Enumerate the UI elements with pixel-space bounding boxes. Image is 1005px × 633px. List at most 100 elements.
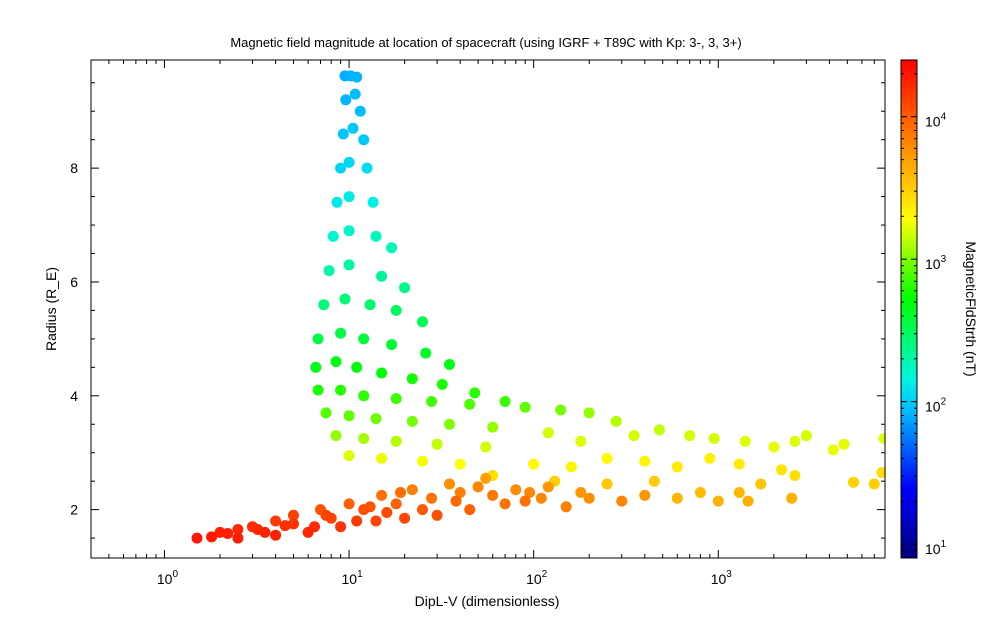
data-point bbox=[639, 489, 651, 501]
data-point bbox=[519, 495, 531, 507]
data-point bbox=[343, 156, 355, 168]
data-point bbox=[386, 242, 398, 254]
data-point bbox=[639, 455, 651, 467]
data-point bbox=[259, 526, 271, 538]
tick-label-exponent: 2 bbox=[542, 569, 548, 580]
data-point bbox=[339, 293, 351, 305]
data-point bbox=[358, 333, 370, 345]
data-point bbox=[868, 478, 880, 490]
x-tick-label: 102 bbox=[526, 569, 548, 587]
data-point bbox=[776, 464, 787, 476]
data-point bbox=[431, 509, 443, 521]
data-point bbox=[575, 487, 587, 498]
data-point bbox=[343, 259, 355, 271]
tick-label-exponent: 3 bbox=[726, 569, 732, 580]
y-axis-ticks: 2 4 6 8 bbox=[70, 82, 885, 539]
data-point bbox=[320, 407, 332, 419]
data-point bbox=[390, 393, 402, 405]
y-tick-label: 4 bbox=[70, 388, 78, 404]
data-point bbox=[583, 492, 595, 504]
data-point bbox=[390, 304, 402, 316]
data-point bbox=[628, 430, 640, 442]
data-point bbox=[789, 470, 801, 481]
tick-label-exponent: 4 bbox=[941, 112, 947, 123]
data-point bbox=[417, 504, 428, 516]
data-point bbox=[524, 487, 536, 498]
data-point bbox=[370, 515, 382, 527]
data-point bbox=[206, 531, 218, 543]
data-point bbox=[739, 435, 751, 447]
data-point bbox=[376, 270, 388, 282]
data-point bbox=[337, 128, 349, 140]
data-point bbox=[528, 458, 540, 470]
data-point bbox=[583, 407, 595, 419]
data-point bbox=[312, 333, 324, 345]
data-point bbox=[335, 327, 347, 339]
data-point bbox=[330, 356, 342, 368]
data-point bbox=[288, 518, 299, 530]
data-point bbox=[381, 507, 393, 518]
tick-label-base: 10 bbox=[711, 571, 727, 587]
data-point bbox=[708, 433, 720, 444]
data-point bbox=[330, 430, 342, 442]
data-point bbox=[768, 441, 780, 453]
data-point bbox=[351, 515, 363, 527]
data-point bbox=[733, 487, 745, 498]
data-point bbox=[417, 455, 428, 467]
data-point bbox=[354, 105, 366, 117]
data-point bbox=[575, 435, 587, 447]
x-axis-label: DipL-V (dimensionless) bbox=[415, 593, 560, 609]
data-point bbox=[684, 430, 696, 442]
tick-label-base: 10 bbox=[925, 114, 941, 130]
plot-frame bbox=[90, 59, 886, 559]
data-point bbox=[390, 498, 402, 510]
data-point bbox=[469, 387, 481, 399]
data-point bbox=[542, 481, 554, 493]
data-point bbox=[343, 225, 355, 237]
tick-label-exponent: 0 bbox=[172, 569, 178, 580]
data-point bbox=[712, 495, 724, 507]
data-point bbox=[370, 413, 382, 425]
data-point bbox=[406, 373, 418, 385]
data-point bbox=[464, 504, 476, 516]
data-point bbox=[370, 230, 382, 242]
x-tick-label: 100 bbox=[157, 569, 179, 587]
data-point bbox=[343, 410, 355, 422]
data-point bbox=[560, 501, 572, 513]
data-point bbox=[376, 367, 388, 379]
data-point bbox=[519, 401, 531, 413]
data-point bbox=[487, 421, 499, 433]
data-point bbox=[358, 390, 370, 402]
data-point bbox=[454, 458, 466, 470]
data-point bbox=[827, 444, 839, 456]
x-tick-label: 101 bbox=[341, 569, 363, 587]
data-point bbox=[555, 404, 567, 416]
data-point bbox=[406, 484, 418, 496]
colorbar-tick-label: 101 bbox=[925, 539, 947, 557]
data-point bbox=[340, 94, 352, 106]
data-point bbox=[499, 498, 511, 510]
data-point bbox=[487, 489, 499, 501]
data-point bbox=[232, 524, 244, 535]
data-point bbox=[454, 487, 466, 498]
data-point bbox=[431, 438, 443, 450]
chart-title: Magnetic field magnitude at location of … bbox=[230, 35, 741, 50]
data-point bbox=[399, 512, 411, 524]
data-point bbox=[351, 361, 363, 373]
data-point bbox=[376, 489, 388, 501]
colorbar bbox=[900, 59, 918, 559]
data-point bbox=[376, 452, 388, 464]
data-point bbox=[786, 492, 798, 504]
data-point bbox=[499, 396, 511, 407]
data-point bbox=[343, 191, 355, 203]
data-point bbox=[335, 521, 347, 533]
data-point bbox=[270, 515, 282, 527]
data-point bbox=[358, 504, 370, 516]
data-point bbox=[349, 88, 361, 100]
data-point bbox=[325, 512, 337, 524]
data-point bbox=[331, 196, 343, 208]
data-point bbox=[755, 478, 767, 490]
data-point bbox=[878, 433, 885, 444]
data-point bbox=[358, 433, 370, 444]
data-point bbox=[733, 458, 745, 470]
